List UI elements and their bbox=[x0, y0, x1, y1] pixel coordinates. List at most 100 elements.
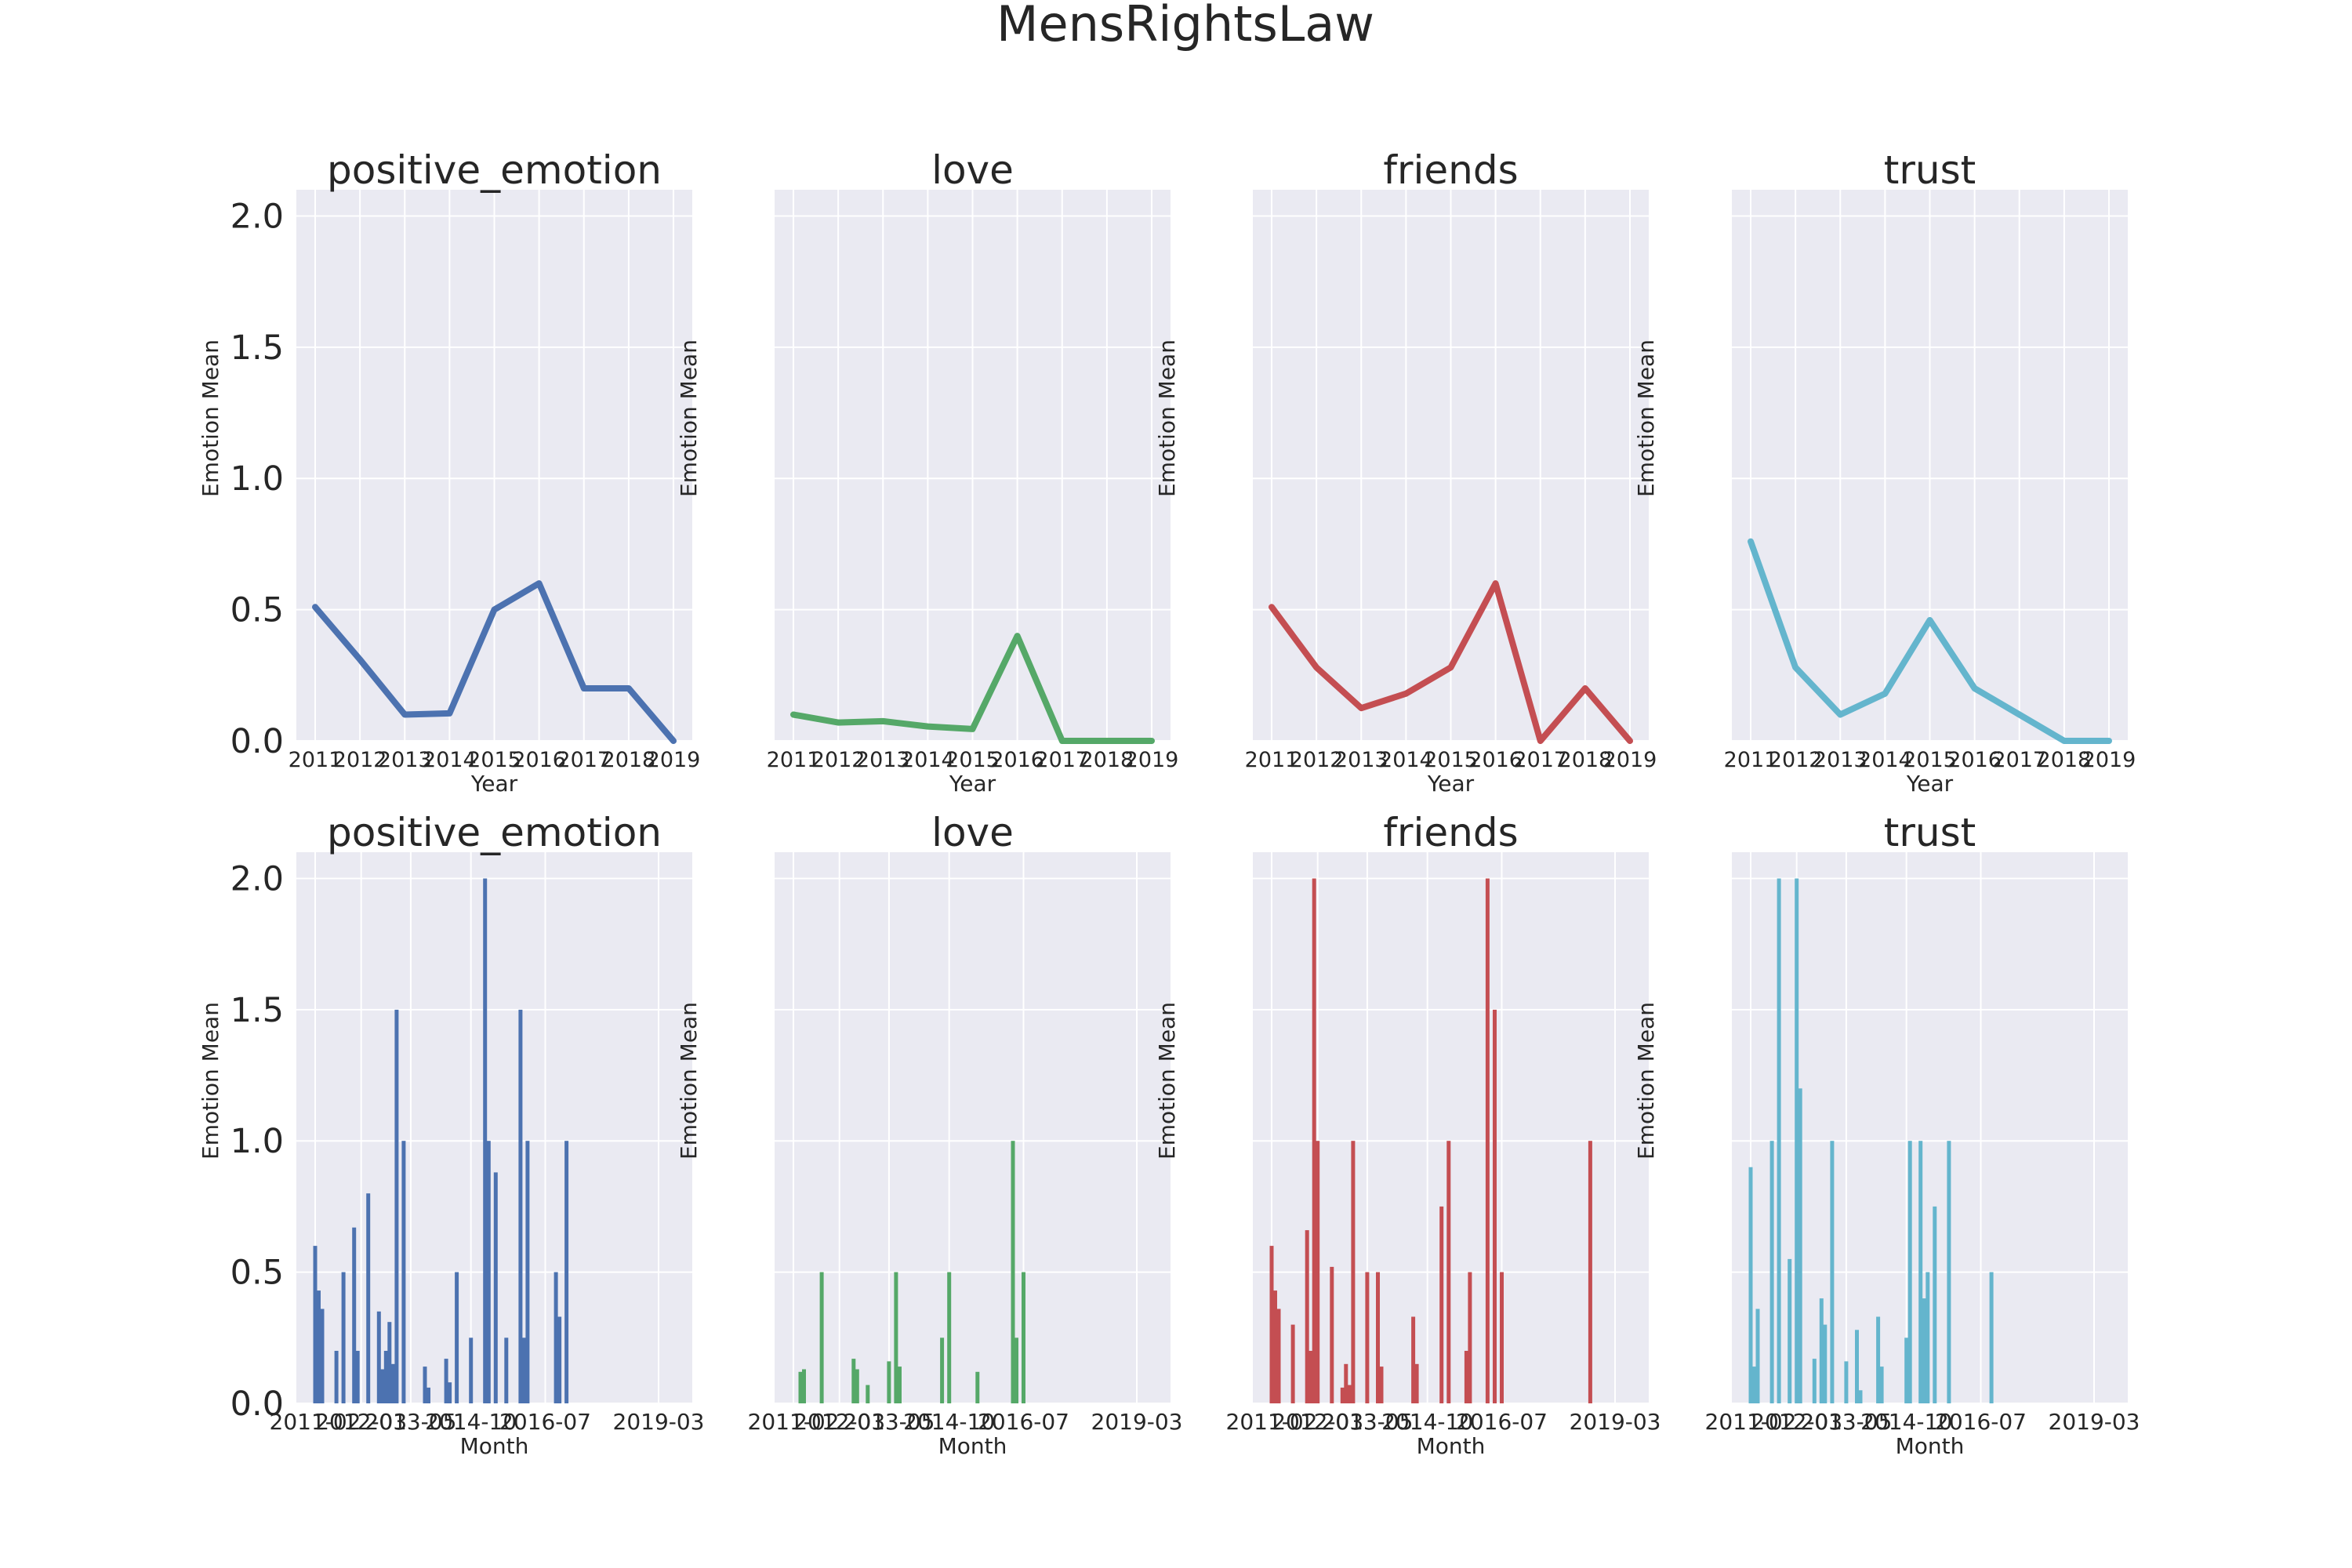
x-tick-label: 2014 bbox=[901, 748, 955, 772]
bar bbox=[1340, 1387, 1345, 1403]
bar bbox=[1290, 1324, 1295, 1403]
x-tick-label: 2017 bbox=[1035, 748, 1089, 772]
y-axis-label: Emotion Mean bbox=[198, 339, 223, 497]
x-tick-label: 2011 bbox=[1245, 748, 1299, 772]
y-tick-label: 2.0 bbox=[230, 859, 284, 898]
bar bbox=[1468, 1272, 1472, 1403]
x-tick-label: 2016-07 bbox=[978, 1409, 1069, 1435]
x-tick-label: 2019-03 bbox=[1570, 1409, 1661, 1435]
bar bbox=[341, 1272, 346, 1403]
bar bbox=[1855, 1330, 1859, 1403]
bar bbox=[1933, 1206, 1937, 1403]
y-tick-label: 0.5 bbox=[230, 1254, 284, 1293]
y-tick-label: 0.0 bbox=[230, 722, 284, 761]
bar bbox=[1947, 1141, 1951, 1403]
x-tick-label: 2013 bbox=[378, 748, 432, 772]
x-axis-label: Year bbox=[949, 771, 996, 797]
x-tick-label: 2016 bbox=[1947, 748, 2002, 772]
x-tick-label: 2015 bbox=[1424, 748, 1478, 772]
bar bbox=[898, 1367, 902, 1403]
bar bbox=[1439, 1206, 1444, 1403]
bar bbox=[1273, 1290, 1277, 1403]
bar bbox=[387, 1322, 392, 1403]
bar bbox=[940, 1338, 945, 1403]
x-tick-label: 2015 bbox=[946, 748, 1000, 772]
bar bbox=[1347, 1385, 1352, 1403]
bar bbox=[1812, 1359, 1817, 1403]
x-tick-label: 2015 bbox=[467, 748, 521, 772]
bar bbox=[448, 1382, 452, 1403]
y-tick-label: 1.0 bbox=[230, 459, 284, 499]
x-tick-label: 2012 bbox=[811, 748, 866, 772]
bar bbox=[855, 1369, 859, 1403]
y-tick-label: 2.0 bbox=[230, 197, 284, 236]
bar bbox=[1752, 1367, 1756, 1403]
bar bbox=[401, 1141, 406, 1403]
x-tick-label: 2019 bbox=[1603, 748, 1657, 772]
x-tick-label: 2016-07 bbox=[1935, 1409, 2027, 1435]
bar bbox=[554, 1272, 558, 1403]
bar bbox=[1748, 1167, 1753, 1403]
bar bbox=[1500, 1272, 1504, 1403]
bar bbox=[1305, 1230, 1309, 1403]
bar bbox=[1014, 1338, 1018, 1403]
bar bbox=[444, 1359, 448, 1403]
bar bbox=[1414, 1363, 1419, 1403]
x-tick-label: 2018 bbox=[1559, 748, 1613, 772]
series-line bbox=[1269, 580, 1633, 744]
bar bbox=[1918, 1141, 1923, 1403]
bar bbox=[1907, 1141, 1912, 1403]
bar bbox=[798, 1371, 803, 1403]
bar bbox=[1493, 1009, 1497, 1403]
bar bbox=[1365, 1272, 1370, 1403]
x-tick-label: 2011 bbox=[1724, 748, 1778, 772]
bar bbox=[1830, 1141, 1835, 1403]
x-axis-label: Month bbox=[1896, 1433, 1965, 1459]
y-axis-label: Emotion Mean bbox=[1633, 339, 1659, 497]
x-tick-label: 2016 bbox=[1468, 748, 1523, 772]
bar bbox=[394, 1009, 399, 1403]
bar bbox=[1330, 1266, 1334, 1403]
series-line bbox=[312, 580, 677, 744]
subplot-title: trust bbox=[1884, 810, 1976, 855]
x-tick-label: 2016-07 bbox=[499, 1409, 591, 1435]
y-tick-label: 0.0 bbox=[230, 1385, 284, 1424]
bar bbox=[483, 878, 488, 1403]
bar bbox=[455, 1272, 459, 1403]
x-tick-label: 2011-02 bbox=[748, 1409, 840, 1435]
x-tick-label: 2018 bbox=[2038, 748, 2092, 772]
bar bbox=[1376, 1272, 1380, 1403]
x-tick-label: 2012-03 bbox=[793, 1409, 885, 1435]
bar bbox=[557, 1316, 562, 1403]
x-tick-label: 2019 bbox=[647, 748, 701, 772]
y-axis-label: Emotion Mean bbox=[1633, 1002, 1659, 1160]
y-axis-label: Emotion Mean bbox=[676, 1002, 702, 1160]
x-tick-label: 2011 bbox=[767, 748, 821, 772]
bar bbox=[947, 1272, 952, 1403]
bar bbox=[1269, 1246, 1274, 1403]
x-tick-label: 2014-10 bbox=[903, 1409, 995, 1435]
bar bbox=[802, 1369, 806, 1403]
bar bbox=[1588, 1141, 1592, 1403]
subplot-title: love bbox=[931, 810, 1014, 855]
bar bbox=[1989, 1272, 1994, 1403]
bar bbox=[1879, 1367, 1884, 1403]
subplot-title: trust bbox=[1884, 147, 1976, 193]
series-line bbox=[790, 633, 1155, 744]
x-tick-label: 2019 bbox=[1125, 748, 1179, 772]
x-tick-label: 2012-03 bbox=[1751, 1409, 1842, 1435]
y-tick-label: 1.0 bbox=[230, 1122, 284, 1161]
x-axis-label: Month bbox=[1417, 1433, 1486, 1459]
bar bbox=[1876, 1316, 1881, 1403]
bar bbox=[1316, 1141, 1320, 1403]
x-tick-label: 2017 bbox=[1513, 748, 1567, 772]
x-tick-label: 2011-02 bbox=[1226, 1409, 1318, 1435]
x-tick-label: 2015 bbox=[1903, 748, 1957, 772]
x-axis-label: Year bbox=[1906, 771, 1954, 797]
x-tick-label: 2013-05 bbox=[1800, 1409, 1892, 1435]
bar bbox=[1446, 1141, 1451, 1403]
bar bbox=[1351, 1141, 1356, 1403]
